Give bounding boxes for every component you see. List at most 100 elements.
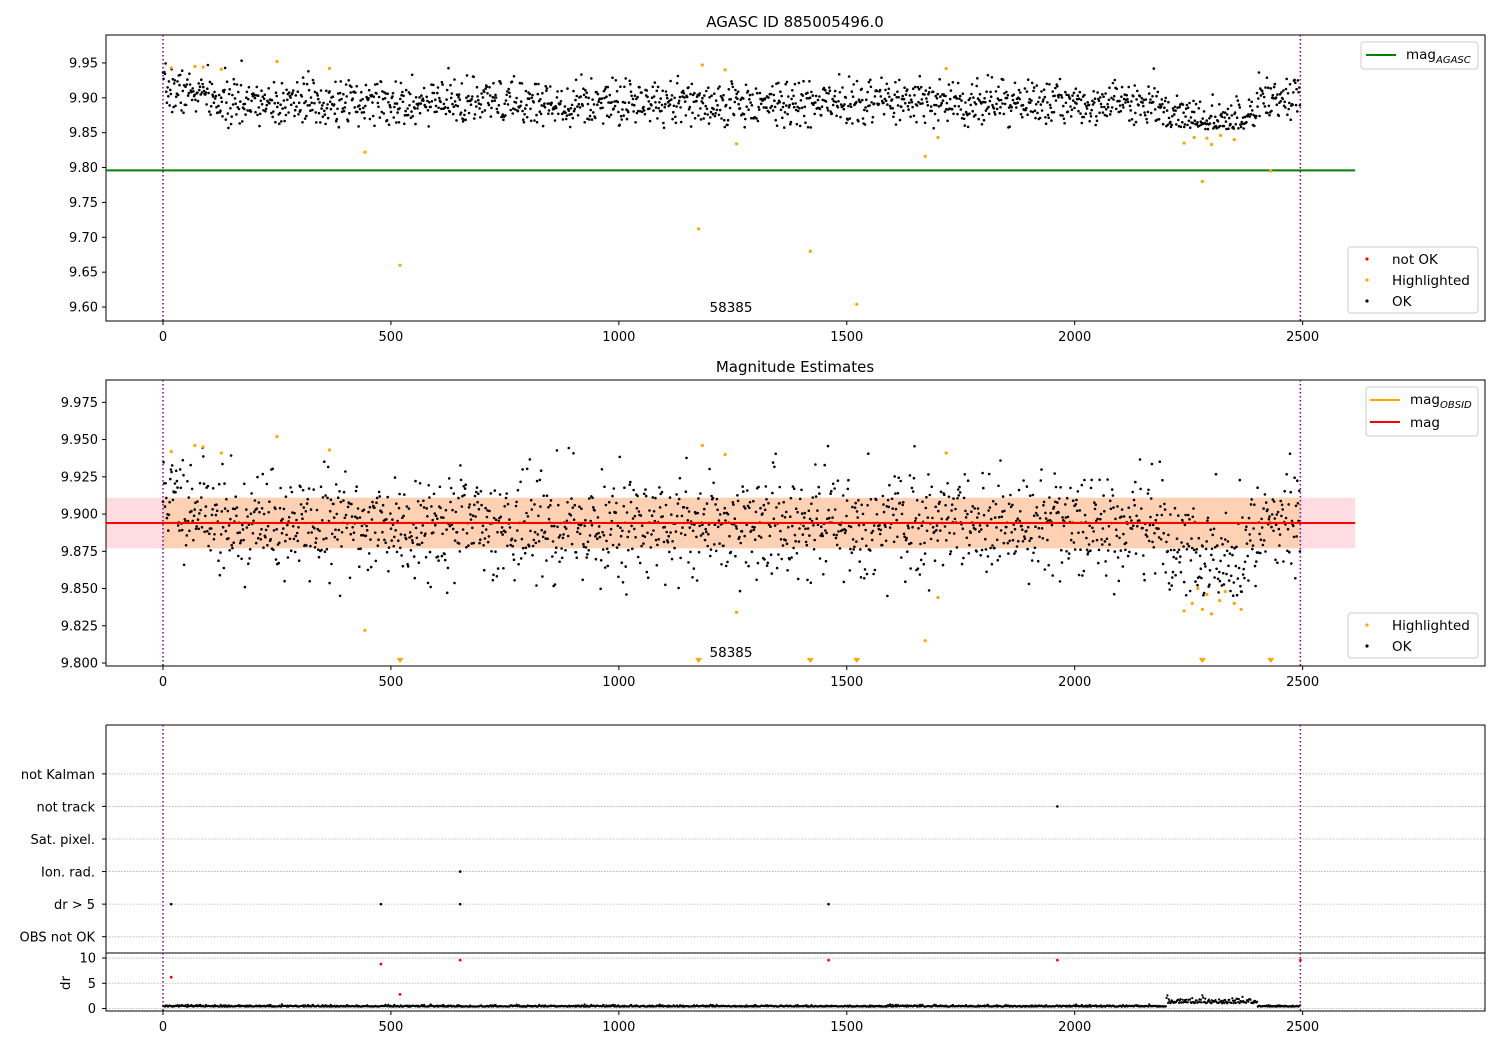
ok-point (1033, 546, 1037, 550)
ok-point (334, 119, 338, 123)
ok-point (223, 66, 227, 70)
ok-point (1280, 514, 1283, 518)
ok-point (947, 83, 951, 86)
ok-point (305, 82, 309, 86)
ok-point (855, 100, 858, 104)
ok-point (863, 568, 867, 571)
ok-point (305, 114, 308, 118)
ok-point (416, 543, 419, 546)
ok-point (465, 74, 469, 77)
ok-point (328, 581, 331, 585)
ok-point (418, 482, 422, 485)
ok-point (451, 102, 454, 106)
ok-point (644, 494, 648, 498)
ok-point (615, 89, 619, 93)
ok-point (443, 552, 446, 556)
ok-point (913, 85, 917, 89)
ok-point (309, 508, 313, 511)
ok-point (494, 518, 498, 522)
ok-point (1286, 113, 1289, 116)
ok-point (771, 85, 774, 88)
ok-point (553, 119, 557, 122)
ok-point (1128, 550, 1131, 554)
ok-point (782, 500, 785, 504)
ok-point (894, 80, 897, 84)
ok-point (1226, 107, 1230, 111)
highlighted-point (1219, 133, 1223, 137)
ok-point (196, 518, 200, 521)
ok-point (213, 90, 216, 94)
ok-point (480, 503, 483, 507)
ok-point (1067, 552, 1071, 555)
ok-point (373, 83, 377, 86)
ok-point (1225, 113, 1229, 116)
ok-point (472, 541, 476, 545)
ok-point (487, 535, 491, 538)
ok-point (313, 527, 316, 530)
ok-point (435, 110, 438, 113)
ok-point (1011, 98, 1015, 102)
ok-point (1118, 99, 1121, 103)
ok-point (348, 111, 351, 115)
ok-point (185, 534, 189, 537)
ok-point (995, 102, 998, 106)
ok-point (676, 74, 680, 78)
ok-point (529, 529, 532, 533)
ok-point (1132, 524, 1135, 527)
highlighted-point (944, 66, 948, 71)
ok-point (493, 489, 497, 492)
ok-point (750, 104, 754, 107)
ok-point (1268, 515, 1271, 518)
legend-marker (1365, 299, 1369, 303)
ok-point (191, 87, 194, 90)
ok-point (566, 87, 569, 90)
ok-point (1165, 109, 1169, 112)
ok-point (623, 101, 627, 104)
ok-point (322, 101, 325, 105)
ok-point (252, 93, 256, 97)
ok-point (736, 90, 740, 93)
ok-point (375, 82, 379, 86)
ok-point (845, 514, 848, 518)
ok-point (364, 104, 367, 108)
ok-point (943, 493, 946, 497)
ok-point (991, 103, 994, 107)
ok-point (713, 114, 717, 118)
ok-point (654, 538, 658, 542)
ok-point (473, 503, 476, 507)
ok-point (1180, 541, 1183, 544)
ok-point (1101, 543, 1104, 546)
ok-point (937, 105, 941, 108)
ok-point (1179, 125, 1183, 129)
ok-point (882, 112, 886, 116)
ok-point (176, 80, 179, 83)
ok-point (641, 534, 645, 537)
ok-point (796, 105, 799, 109)
ok-point (297, 559, 301, 562)
ok-point (677, 586, 680, 590)
ok-point (353, 106, 357, 109)
ok-point (1225, 549, 1229, 553)
ok-point (547, 112, 550, 115)
ok-point (619, 526, 622, 529)
ok-point (889, 106, 893, 110)
highlighted-point (1223, 589, 1227, 594)
ok-point (824, 529, 827, 532)
ok-point (418, 96, 421, 99)
ok-point (943, 525, 947, 528)
ok-point (376, 101, 380, 105)
ok-point (1254, 584, 1257, 588)
ok-point (297, 526, 300, 529)
ok-point (312, 488, 316, 491)
ok-point (266, 543, 269, 547)
ok-point (387, 570, 390, 573)
ok-point (706, 113, 709, 116)
highlighted-point (1200, 179, 1204, 184)
ok-point (714, 99, 718, 102)
ok-point (1231, 553, 1234, 557)
ok-point (775, 82, 778, 85)
ok-point (763, 97, 767, 100)
ok-point (592, 103, 596, 106)
ok-point (497, 104, 501, 107)
